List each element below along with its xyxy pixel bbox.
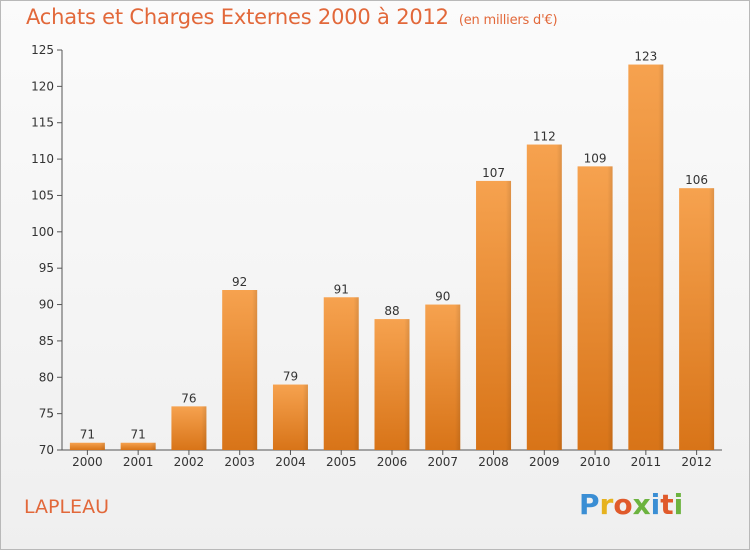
x-tick-label: 2004 [275,455,306,469]
y-tick-label: 120 [31,79,54,93]
x-tick-label: 2006 [377,455,408,469]
data-label: 106 [685,173,708,187]
data-label: 88 [384,304,399,318]
bar-shade [679,188,715,450]
bars [69,64,715,450]
bar-shade [628,64,664,450]
value-labels: 71 71 76 92 79 91 88 90 107 112 109 123 106 [80,50,708,442]
data-label: 79 [283,370,298,384]
y-tick-label: 125 [31,43,54,57]
bar-shade [120,442,156,450]
logo-letter: x [632,488,651,521]
y-tick-label: 110 [31,152,54,166]
x-tick-label: 2005 [326,455,357,469]
y-tick-label: 80 [39,370,54,384]
y-tick-label: 105 [31,188,54,202]
data-label: 112 [533,130,556,144]
bar-shade [577,166,613,450]
data-label: 107 [482,166,505,180]
proxiti-logo: Proxiti [579,488,683,521]
data-label: 76 [181,391,196,405]
data-label: 109 [584,151,607,165]
y-tick-label: 85 [39,334,54,348]
bar-shade [272,384,308,450]
x-tick-label: 2003 [224,455,255,469]
y-tick-label: 100 [31,225,54,239]
y-tick-label: 75 [39,407,54,421]
bar-shade [323,297,359,450]
y-tick-label: 70 [39,443,54,457]
logo-letter: r [599,488,614,521]
bar-shade [526,144,562,450]
chart-title-text: Achats et Charges Externes 2000 à 2012 [26,5,449,29]
x-tick-label: 2009 [529,455,560,469]
x-tick-label: 2001 [123,455,154,469]
bar-shade [476,180,512,450]
bar-shade [69,442,105,450]
logo-letter: i [673,488,684,521]
logo-letter: t [660,488,674,521]
data-label: 91 [334,282,349,296]
y-tick-label: 95 [39,261,54,275]
bar-shade [425,304,461,450]
y-tick-label: 115 [31,116,54,130]
data-label: 90 [435,290,450,304]
logo-letter: o [613,488,633,521]
data-label: 71 [131,428,146,442]
chart-title: Achats et Charges Externes 2000 à 2012 (e… [26,5,558,29]
bar-shade [171,406,207,450]
x-tick-label: 2002 [174,455,205,469]
bar-shade [374,319,410,450]
x-tick-label: 2010 [580,455,611,469]
unit-note: (en milliers d'€) [458,13,558,28]
logo-letter: i [650,488,661,521]
y-tick-label: 90 [39,298,54,312]
x-tick-label: 2008 [478,455,509,469]
logo-letter: P [579,488,600,521]
x-tick-label: 2011 [631,455,662,469]
x-tick-label: 2012 [681,455,712,469]
data-label: 123 [634,50,657,64]
x-tick-label: 2007 [427,455,458,469]
data-label: 92 [232,275,247,289]
x-tick-label: 2000 [72,455,103,469]
bar-shade [222,290,258,450]
data-label: 71 [80,428,95,442]
commune-name: LAPLEAU [24,496,109,518]
